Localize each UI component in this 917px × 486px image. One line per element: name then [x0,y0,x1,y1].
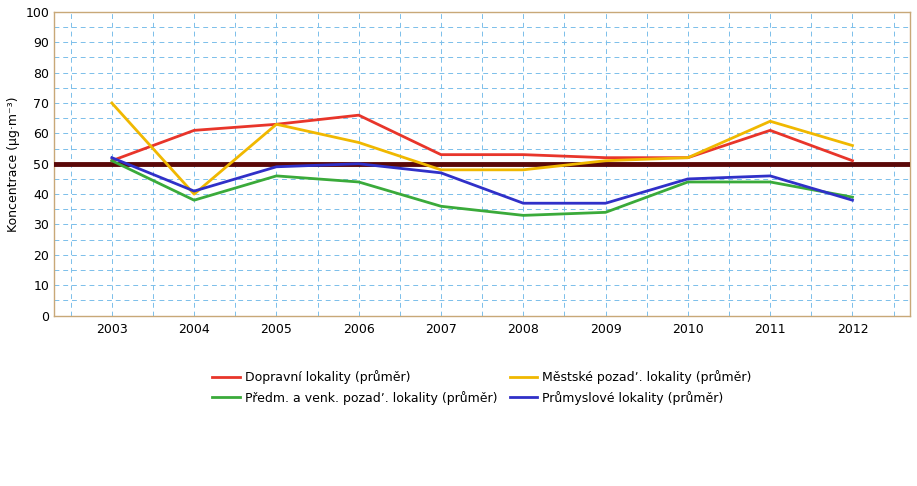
Legend: Dopravní lokality (průměr), Předm. a venk. pozadʼ. lokality (průměr), Městské po: Dopravní lokality (průměr), Předm. a ven… [213,370,752,404]
Y-axis label: Koncentrace (µg·m⁻³): Koncentrace (µg·m⁻³) [7,96,20,231]
